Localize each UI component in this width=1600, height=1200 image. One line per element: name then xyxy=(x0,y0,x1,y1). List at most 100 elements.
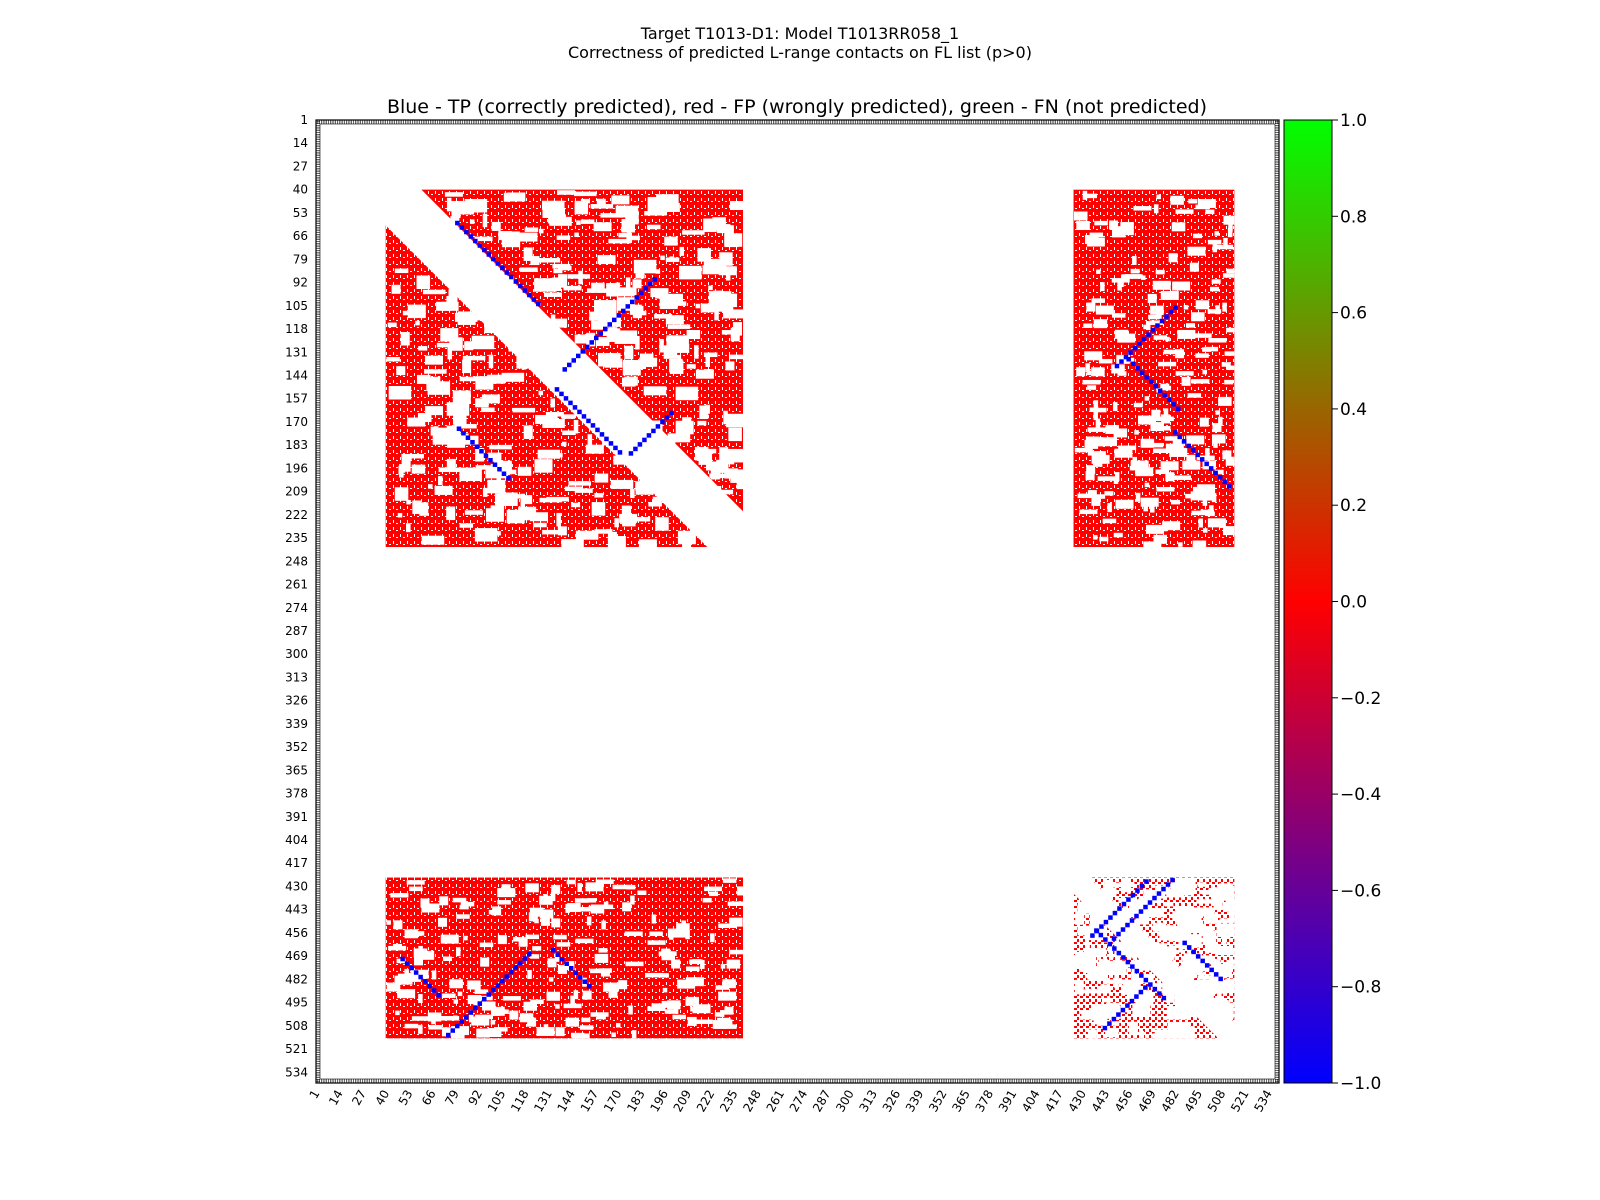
tp-cell xyxy=(483,453,489,458)
empty-cell xyxy=(1150,305,1164,315)
empty-cell xyxy=(574,232,579,238)
y-tick-label: 131 xyxy=(285,345,308,359)
empty-cell xyxy=(714,293,738,308)
tp-cell xyxy=(477,243,483,248)
empty-cell xyxy=(481,407,495,413)
empty-cell xyxy=(1211,1005,1234,1019)
empty-cell xyxy=(1170,195,1184,205)
empty-cell xyxy=(501,884,511,889)
empty-cell xyxy=(587,434,593,448)
empty-cell xyxy=(1226,1023,1235,1038)
empty-cell xyxy=(464,510,483,515)
empty-cell xyxy=(581,1017,591,1023)
empty-cell xyxy=(705,353,710,367)
tp-cell xyxy=(1107,941,1113,947)
tp-cell xyxy=(563,396,569,401)
empty-cell xyxy=(595,337,610,347)
empty-cell xyxy=(1141,957,1165,971)
empty-cell xyxy=(618,287,637,297)
empty-cell xyxy=(529,907,544,917)
empty-cell xyxy=(1151,983,1170,988)
empty-cell xyxy=(1191,510,1205,516)
empty-cell xyxy=(1223,215,1235,225)
tp-cell xyxy=(1094,928,1100,934)
empty-cell xyxy=(654,314,673,319)
x-tick-label: 196 xyxy=(647,1088,671,1115)
tp-cell xyxy=(655,424,661,429)
empty-cell xyxy=(411,1016,430,1021)
empty-cell xyxy=(606,328,621,342)
empty-cell xyxy=(523,247,533,261)
empty-cell xyxy=(594,493,604,498)
tp-cell xyxy=(531,297,537,302)
empty-cell xyxy=(647,465,666,471)
empty-cell xyxy=(731,414,744,424)
x-tick-label: 326 xyxy=(880,1088,904,1115)
empty-cell xyxy=(600,972,610,977)
empty-cell xyxy=(668,483,687,498)
empty-cell xyxy=(1111,364,1125,374)
empty-cell xyxy=(413,956,423,966)
tp-cell xyxy=(446,1032,451,1038)
tp-cell xyxy=(456,426,462,431)
empty-cell xyxy=(418,1024,423,1034)
empty-cell xyxy=(431,1015,436,1025)
tp-cell xyxy=(464,1014,469,1020)
tp-cell xyxy=(1161,995,1167,1001)
empty-cell xyxy=(1073,954,1097,969)
x-tick-label: 131 xyxy=(531,1088,555,1115)
tp-cell xyxy=(616,313,622,318)
empty-cell xyxy=(447,345,453,360)
x-tick-label: 521 xyxy=(1228,1088,1252,1115)
empty-cell xyxy=(651,914,657,924)
tp-cell xyxy=(522,288,528,293)
tp-cell xyxy=(648,281,653,287)
empty-cell xyxy=(727,448,744,463)
tp-cell xyxy=(468,1010,474,1015)
empty-cell xyxy=(574,200,589,215)
empty-cell xyxy=(534,340,540,345)
empty-cell xyxy=(574,898,589,903)
empty-cell xyxy=(659,295,678,309)
empty-cell xyxy=(1108,437,1118,447)
tp-cell xyxy=(491,256,496,262)
empty-cell xyxy=(518,937,528,947)
empty-cell xyxy=(625,277,631,291)
tp-cell xyxy=(1177,434,1182,440)
empty-cell xyxy=(1089,407,1099,413)
empty-cell xyxy=(575,530,599,540)
empty-cell xyxy=(1115,499,1134,509)
empty-cell xyxy=(600,213,623,218)
empty-cell xyxy=(736,475,744,490)
empty-cell xyxy=(573,990,579,1000)
y-tick-label: 417 xyxy=(285,856,308,870)
empty-cell xyxy=(543,1024,549,1034)
empty-cell xyxy=(1156,486,1175,492)
y-tick-label: 66 xyxy=(293,229,308,243)
empty-cell xyxy=(462,355,486,361)
empty-cell xyxy=(1220,964,1235,970)
empty-cell xyxy=(386,356,400,362)
empty-cell xyxy=(474,989,489,994)
empty-cell xyxy=(1226,327,1235,333)
empty-cell xyxy=(1204,346,1219,352)
empty-cell xyxy=(449,979,463,989)
empty-cell xyxy=(618,980,628,990)
empty-cell xyxy=(558,274,568,288)
empty-cell xyxy=(1083,897,1097,903)
y-tick-label: 235 xyxy=(285,531,308,545)
empty-cell xyxy=(1093,1019,1103,1025)
tp-cell xyxy=(586,418,591,424)
empty-cell xyxy=(1162,385,1172,391)
empty-cell xyxy=(1076,367,1086,377)
empty-cell xyxy=(608,238,631,244)
empty-cell xyxy=(1093,400,1099,410)
empty-cell xyxy=(1222,302,1227,312)
empty-cell xyxy=(657,440,676,450)
empty-cell xyxy=(487,1031,502,1037)
empty-cell xyxy=(455,435,479,445)
x-tick-label: 79 xyxy=(442,1088,462,1108)
empty-cell xyxy=(1161,425,1171,431)
empty-cell xyxy=(561,414,576,419)
